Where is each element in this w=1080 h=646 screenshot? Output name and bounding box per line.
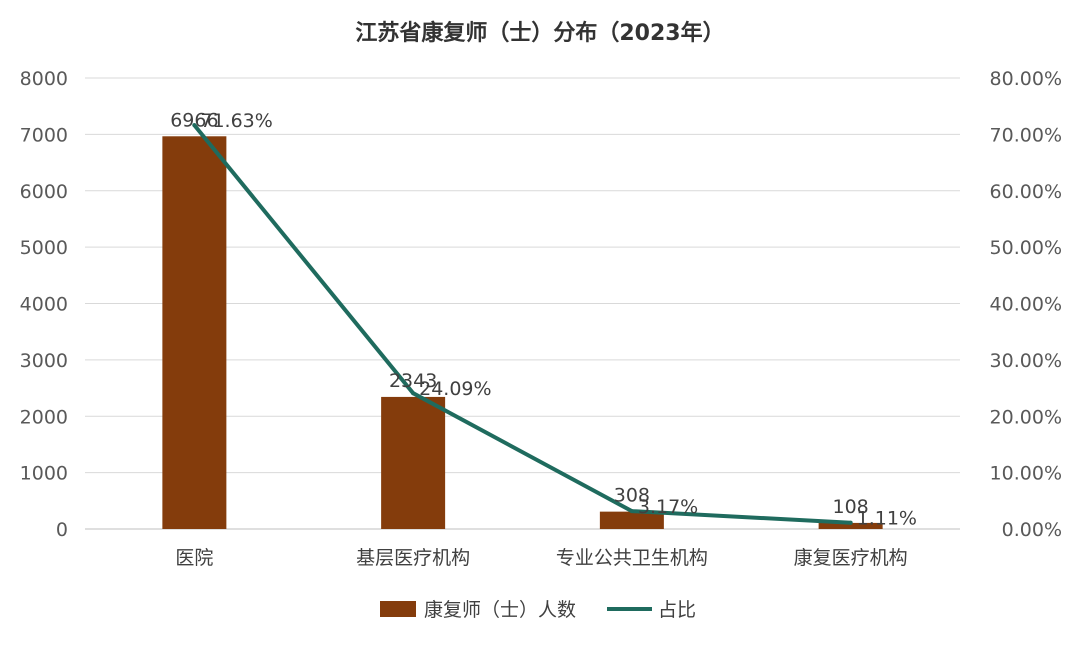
legend: 康复师（士）人数 占比 (380, 599, 696, 621)
y-left-tick-label: 3000 (20, 350, 68, 372)
y-right-tick-label: 60.00% (990, 181, 1062, 203)
y-left-tick-label: 4000 (20, 294, 68, 316)
bar (599, 511, 664, 529)
x-tick-label: 康复医疗机构 (794, 547, 908, 569)
bar-data-label: 6966 (170, 109, 218, 131)
x-tick-label: 基层医疗机构 (356, 547, 470, 569)
line-point (192, 123, 197, 128)
line-data-label: 1.11% (857, 508, 917, 530)
bar-data-label: 308 (614, 485, 650, 507)
y-left-tick-label: 1000 (20, 463, 68, 485)
y-right-tick-label: 50.00% (990, 237, 1062, 259)
line-path (192, 123, 853, 525)
y-right-tick-label: 10.00% (990, 463, 1062, 485)
y-left-tick-label: 6000 (20, 181, 68, 203)
legend-label-bar: 康复师（士）人数 (424, 599, 576, 621)
y-right-tick-label: 70.00% (990, 124, 1062, 146)
y-right-tick-label: 20.00% (990, 406, 1062, 428)
bar-data-label: 2343 (389, 370, 437, 392)
y-left-tick-label: 0 (56, 519, 68, 541)
chart-title: 江苏省康复师（士）分布（2023年） (355, 20, 724, 46)
line-data-label: 24.09% (419, 378, 491, 400)
line-series (192, 123, 853, 525)
line-point (848, 520, 853, 525)
y-right-tick-label: 0.00% (1002, 519, 1062, 541)
data-labels: 6966 2343 308 108 71.63% 24.09% 3.17% 1.11% (170, 109, 917, 529)
line-data-label: 3.17% (638, 496, 698, 518)
x-axis: 医院 基层医疗机构 专业公共卫生机构 康复医疗机构 (175, 547, 907, 569)
y-axis-left: 0 1000 2000 3000 4000 5000 6000 7000 8000 (20, 68, 68, 541)
bar-series (162, 136, 883, 529)
line-point (411, 391, 416, 396)
y-axis-right: 0.00% 10.00% 20.00% 30.00% 40.00% 50.00% 60.00… (990, 68, 1062, 541)
bar (381, 396, 446, 529)
y-left-tick-label: 2000 (20, 406, 68, 428)
x-tick-label: 专业公共卫生机构 (556, 547, 708, 569)
y-right-tick-label: 40.00% (990, 294, 1062, 316)
line-point (629, 509, 634, 514)
legend-swatch-bar (380, 601, 416, 617)
gridlines (85, 77, 960, 530)
bar (162, 136, 227, 529)
y-right-tick-label: 80.00% (990, 68, 1062, 90)
line-data-label: 71.63% (200, 110, 272, 132)
legend-label-line: 占比 (658, 599, 696, 621)
y-left-tick-label: 7000 (20, 124, 68, 146)
bar (818, 522, 883, 529)
x-tick-label: 医院 (175, 547, 213, 569)
y-left-tick-label: 5000 (20, 237, 68, 259)
y-left-tick-label: 8000 (20, 68, 68, 90)
bar-data-label: 108 (832, 496, 868, 518)
y-right-tick-label: 30.00% (990, 350, 1062, 372)
